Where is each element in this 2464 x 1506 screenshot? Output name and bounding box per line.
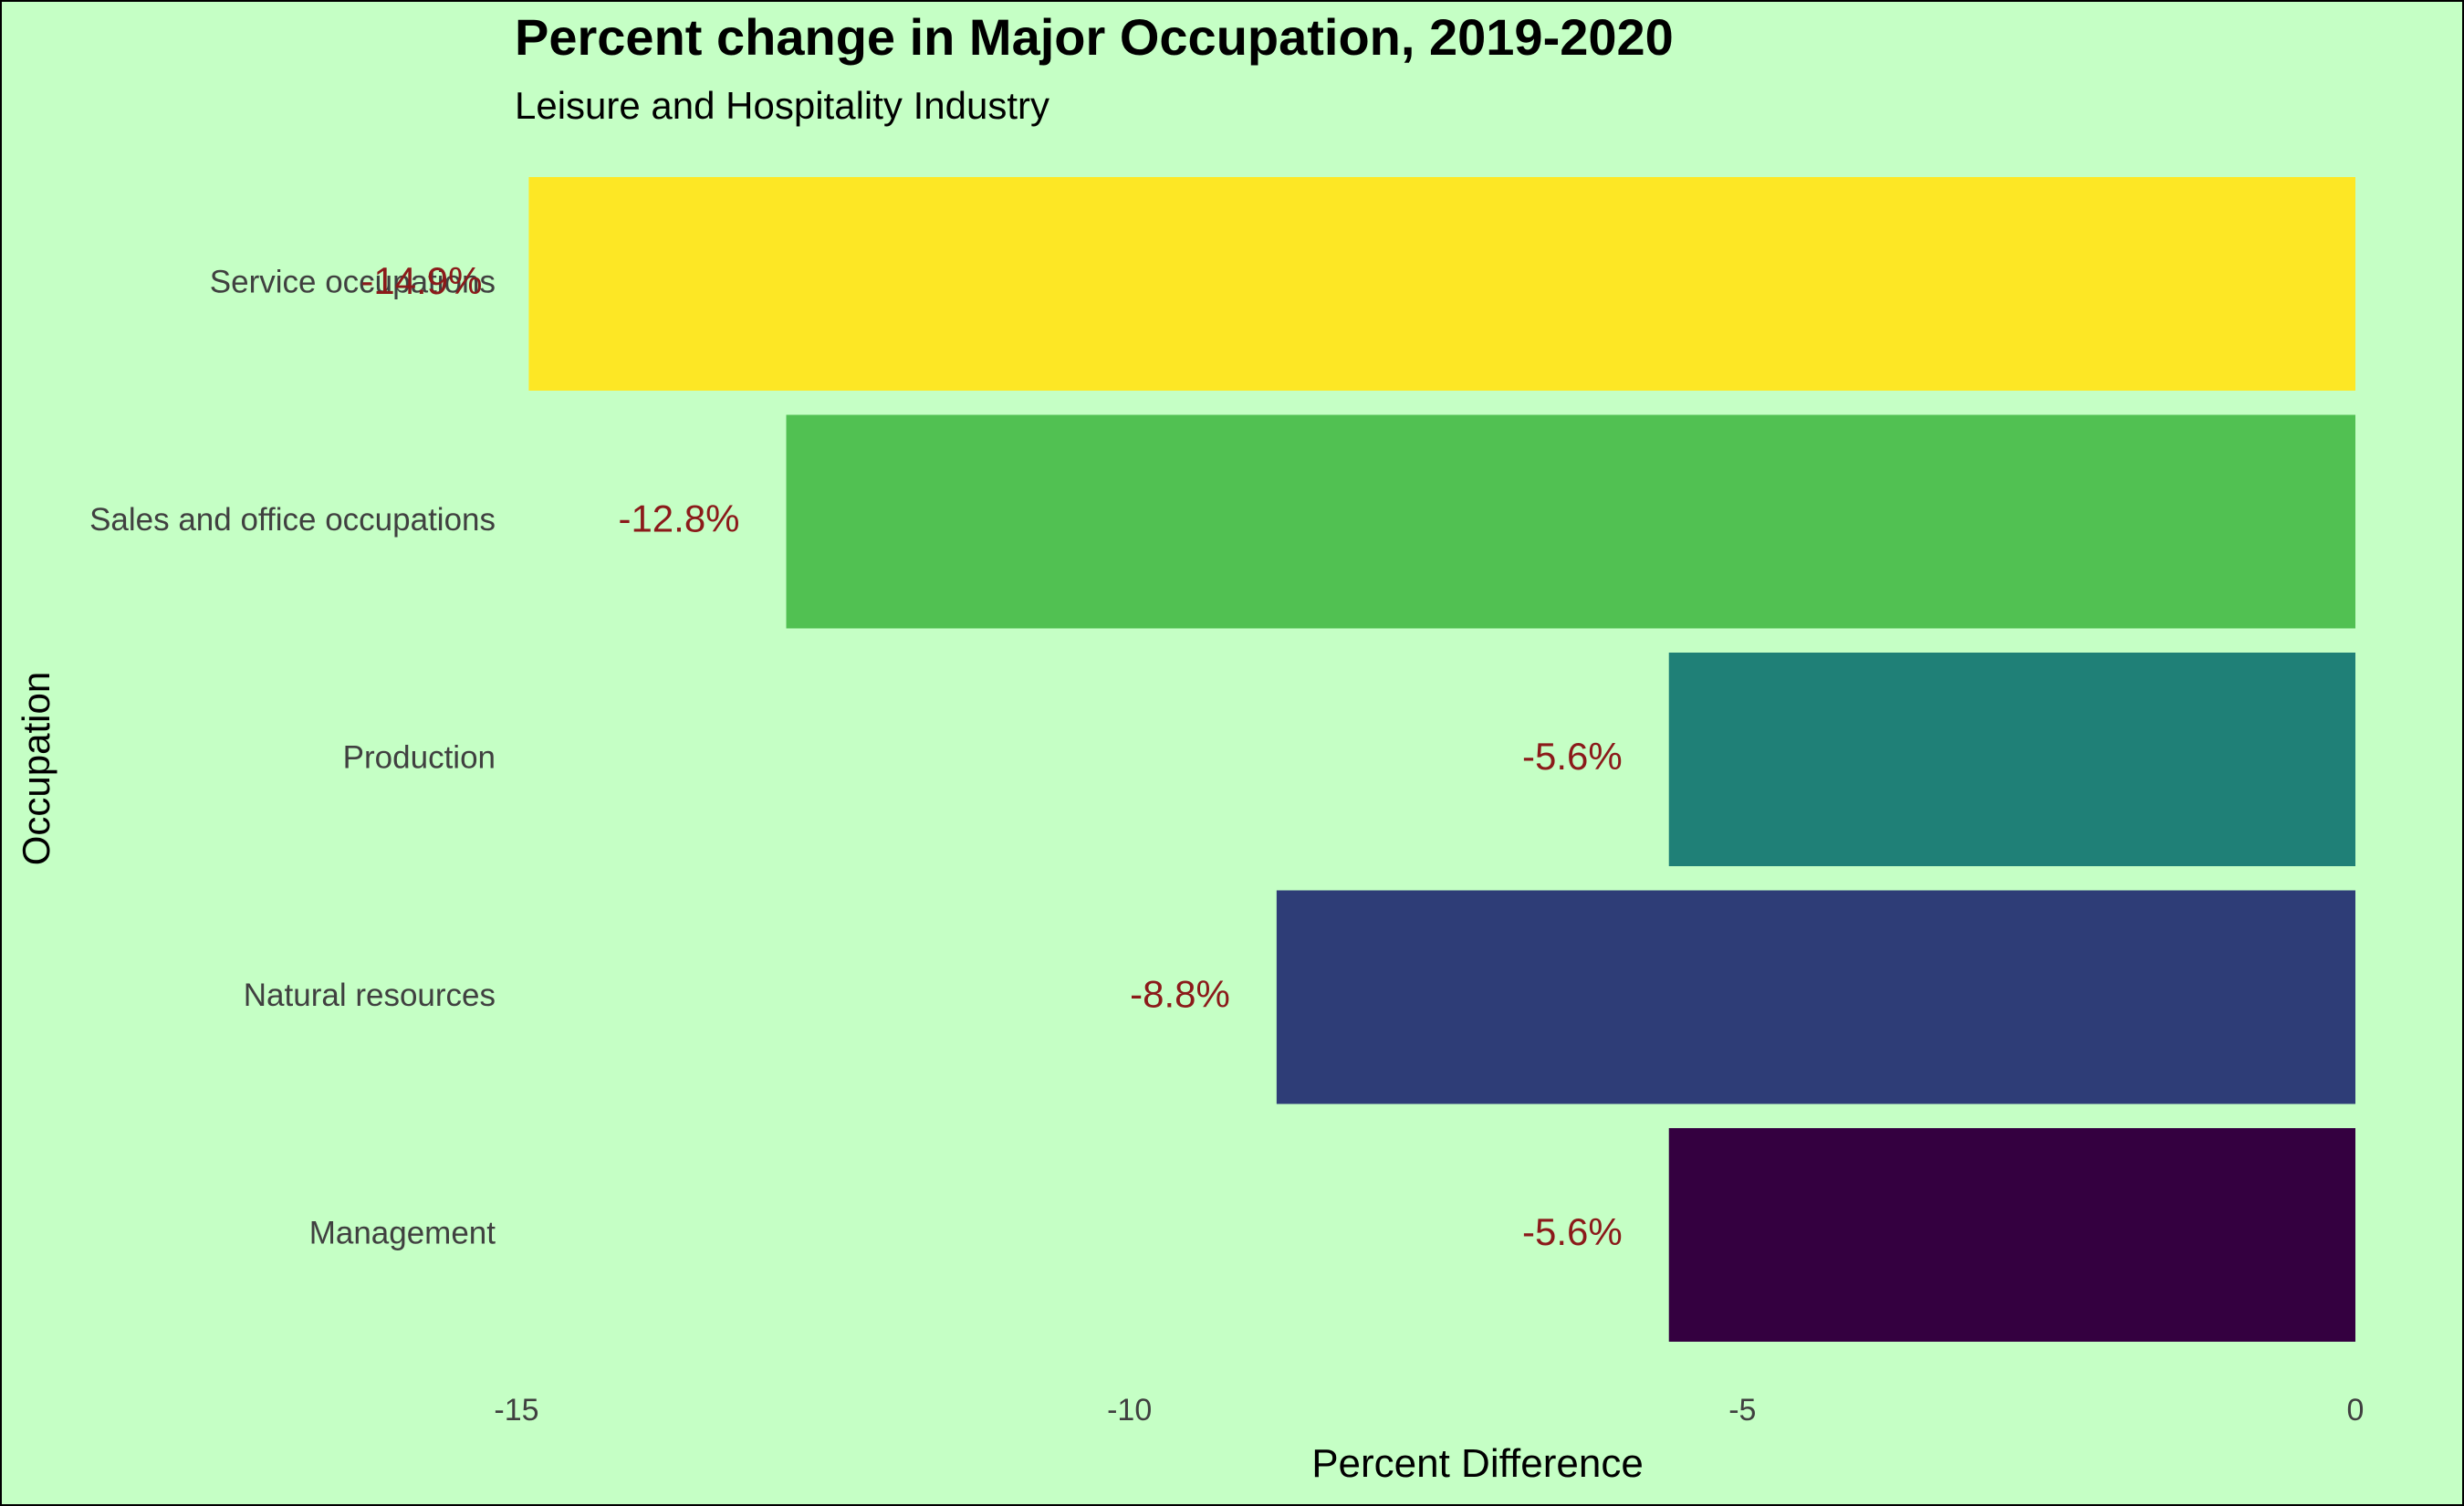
- x-axis-label: Percent Difference: [1311, 1441, 1644, 1486]
- category-label-sales-and-office-occupations: Sales and office occupations: [89, 502, 496, 538]
- category-label-production: Production: [343, 739, 496, 775]
- x-tick-label: -15: [494, 1393, 538, 1428]
- bar-sales-and-office-occupations: [786, 414, 2355, 629]
- data-label-management: -5.6%: [1522, 1210, 1623, 1253]
- chart-subtitle: Leisure and Hospitality Industry: [515, 84, 1049, 127]
- data-label-service-occupations: -14.9%: [360, 259, 482, 302]
- bars-layer: [528, 177, 2355, 1342]
- category-labels-layer: Service occupations Sales and office occu…: [89, 264, 496, 1250]
- bar-production: [1668, 653, 2355, 866]
- x-tick-label: -10: [1107, 1393, 1152, 1428]
- data-label-natural-resources: -8.8%: [1130, 973, 1230, 1016]
- data-label-sales-and-office-occupations: -12.8%: [618, 497, 739, 540]
- category-label-management: Management: [309, 1215, 496, 1250]
- x-tick-label: -5: [1728, 1393, 1756, 1428]
- bar-management: [1668, 1128, 2355, 1342]
- data-labels-layer: -14.9% -12.8% -5.6% -8.8% -5.6%: [360, 259, 1622, 1253]
- data-label-production: -5.6%: [1522, 735, 1623, 778]
- category-label-service-occupations: Service occupations: [210, 264, 496, 299]
- category-label-natural-resources: Natural resources: [244, 978, 496, 1013]
- bar-natural-resources: [1276, 890, 2355, 1104]
- chart-title: Percent change in Major Occupation, 2019…: [515, 8, 1674, 66]
- bar-service-occupations: [528, 177, 2355, 391]
- x-ticks-layer: -15 -10 -5 0: [494, 1393, 2364, 1428]
- x-tick-label: 0: [2347, 1393, 2365, 1428]
- y-axis-label: Occupation: [15, 672, 57, 865]
